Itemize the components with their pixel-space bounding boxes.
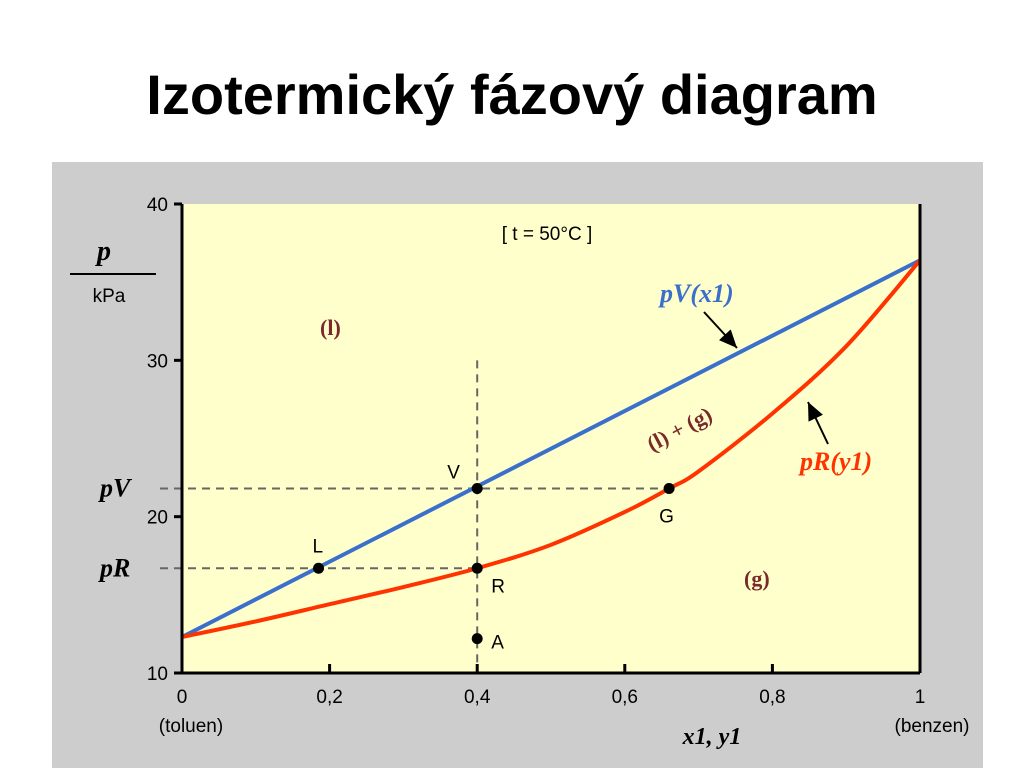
phase-diagram-chart: 10 20 30 40 0 0,2 0,4 0,6 0,8 1 (toluen) (benzen) pk… bbox=[70, 195, 970, 750]
point-label-V: V bbox=[447, 463, 460, 484]
x-axis-label: x1, y1 bbox=[682, 724, 742, 750]
x-end-label-right: (benzen) bbox=[895, 716, 970, 737]
point-label-G: G bbox=[659, 507, 674, 528]
region-liquid-label: (l) bbox=[320, 315, 341, 340]
x-tick-label: 1 bbox=[915, 687, 926, 708]
y-tick-label: 10 bbox=[147, 664, 168, 685]
pR-series-label: pR(y1) bbox=[798, 447, 872, 476]
point-R bbox=[471, 562, 483, 574]
pV-series-label: pV(x1) bbox=[658, 279, 734, 308]
point-L bbox=[313, 562, 325, 574]
point-label-L: L bbox=[313, 536, 324, 557]
x-tick-label: 0,6 bbox=[612, 687, 638, 708]
y-tick-label: 40 bbox=[147, 195, 168, 216]
pR-marker-label: pR bbox=[98, 553, 130, 582]
y-axis-label-num: p bbox=[95, 236, 111, 267]
pR-label-arrow bbox=[807, 401, 829, 445]
point-V bbox=[471, 483, 483, 495]
y-tick-label: 20 bbox=[147, 508, 168, 529]
y-tick-label: 30 bbox=[147, 351, 168, 372]
region-gas-label: (g) bbox=[744, 566, 770, 591]
point-label-R: R bbox=[491, 576, 505, 597]
chart-title: [ t = 50°C ] bbox=[502, 224, 593, 245]
point-label-A: A bbox=[491, 633, 504, 654]
pV-label-arrow bbox=[703, 311, 738, 349]
pV-series-line bbox=[181, 258, 921, 639]
point-G bbox=[663, 483, 675, 495]
x-tick-label: 0 bbox=[177, 687, 188, 708]
pV-marker-label: pV bbox=[98, 474, 133, 503]
x-tick-label: 0,4 bbox=[464, 687, 491, 708]
pR-series-line bbox=[181, 258, 922, 639]
x-tick-label: 0,8 bbox=[759, 687, 785, 708]
y-axis-label-den: kPa bbox=[93, 286, 126, 307]
slide-title: Izotermický fázový diagram bbox=[146, 63, 878, 126]
figure-panel: 10 20 30 40 0 0,2 0,4 0,6 0,8 1 (toluen) (benzen) p k… bbox=[52, 162, 983, 768]
plot-area bbox=[182, 204, 920, 673]
x-end-label-left: (toluen) bbox=[159, 716, 223, 737]
point-A bbox=[471, 633, 483, 645]
x-tick-label: 0,2 bbox=[316, 687, 342, 708]
